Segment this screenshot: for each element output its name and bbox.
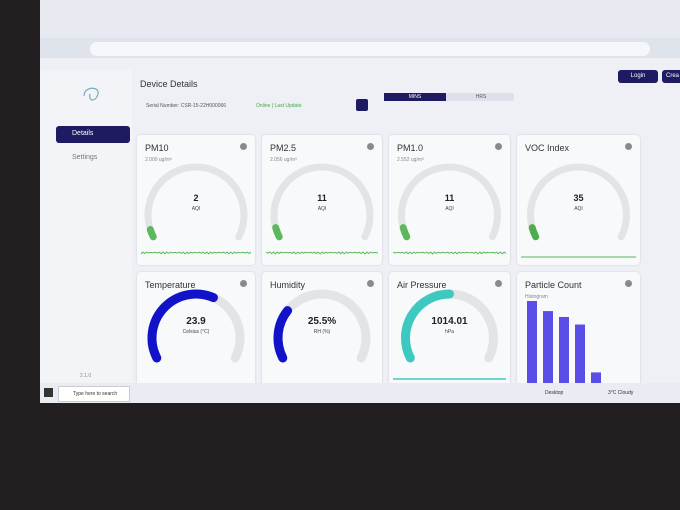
sensor-card: PM10 2.000 ug/m³ 2 AQI bbox=[137, 135, 255, 265]
gauge-unit: AQI bbox=[317, 206, 327, 212]
gauge-unit: AQI bbox=[574, 206, 583, 212]
gauge-fill bbox=[272, 224, 283, 241]
gauge-value: 11 bbox=[444, 193, 455, 203]
sensor-card: PM1.0 2.552 ug/m³ 11 AQI bbox=[389, 135, 510, 265]
gauge bbox=[265, 163, 379, 255]
nav-settings[interactable]: Settings bbox=[56, 150, 130, 167]
card-title: PM10 bbox=[145, 143, 169, 153]
toggle-option[interactable]: MINS bbox=[384, 93, 446, 101]
sensor-card: Humidity 25.5% RH (%) bbox=[262, 272, 382, 387]
gauge-fill bbox=[146, 226, 157, 241]
screen: Details Settings 2.1.0 Device Details Lo… bbox=[40, 0, 680, 403]
sidebar: Details Settings 2.1.0 bbox=[40, 70, 132, 383]
version: 2.1.0 bbox=[80, 373, 92, 379]
info-icon bbox=[367, 143, 374, 150]
logo bbox=[83, 87, 99, 101]
gauge bbox=[273, 289, 371, 363]
card-title: Humidity bbox=[270, 280, 306, 290]
card-subtitle: 2.552 ug/m³ bbox=[397, 157, 424, 163]
histogram bbox=[527, 301, 601, 385]
gauge-value: 1014.01 bbox=[431, 316, 468, 327]
refresh-button[interactable] bbox=[356, 99, 368, 111]
taskbar: Type here to search Desktop 3°C Cloudy bbox=[40, 383, 680, 403]
nav-label: Settings bbox=[72, 154, 98, 161]
histogram-card: Particle Count Histogram bbox=[517, 272, 640, 387]
gauge-unit: RH (%) bbox=[313, 329, 331, 335]
gauge-unit: AQI bbox=[445, 206, 454, 212]
gauge bbox=[392, 163, 507, 255]
histogram-bar bbox=[575, 324, 585, 385]
gauge-fill bbox=[528, 224, 540, 241]
sparkline bbox=[265, 251, 379, 255]
gauge-fill bbox=[147, 289, 218, 363]
gauge-unit: AQI bbox=[191, 206, 201, 212]
info-icon bbox=[367, 280, 374, 287]
gauge bbox=[140, 163, 252, 255]
info-icon bbox=[240, 280, 247, 287]
gauge-unit: hPa bbox=[445, 329, 454, 335]
info-icon bbox=[625, 143, 632, 150]
create-button[interactable]: Crea bbox=[662, 70, 680, 83]
bookmarks-bar bbox=[40, 58, 680, 70]
info-icon bbox=[625, 280, 632, 287]
card-title: Temperature bbox=[145, 280, 196, 290]
nav-details[interactable]: Details bbox=[56, 126, 130, 143]
gauge-track bbox=[398, 163, 501, 241]
range-toggle: MINS HRS bbox=[384, 93, 514, 101]
page-title: Device Details bbox=[140, 79, 198, 89]
weather: 3°C Cloudy bbox=[608, 390, 634, 396]
gauge-fill bbox=[273, 306, 293, 363]
card-title: Particle Count bbox=[525, 280, 582, 290]
sensor-card: VOC Index 35 AQI bbox=[517, 135, 640, 265]
histogram-bar bbox=[559, 316, 569, 385]
gauge bbox=[393, 289, 506, 380]
card-title: VOC Index bbox=[525, 143, 570, 153]
device-status: Online | Last Update bbox=[256, 103, 302, 109]
nav-label: Details bbox=[72, 130, 94, 137]
histogram-bar bbox=[591, 372, 601, 385]
sparkline bbox=[140, 251, 252, 255]
gauge-track bbox=[144, 163, 248, 241]
card-subtitle: 2.000 ug/m³ bbox=[145, 157, 172, 163]
gauge-value: 11 bbox=[317, 193, 327, 203]
gauge-value: 23.9 bbox=[186, 316, 206, 327]
desktop-label: Desktop bbox=[545, 390, 564, 396]
info-icon bbox=[495, 280, 502, 287]
gauge-fill bbox=[401, 289, 454, 363]
search-placeholder: Type here to search bbox=[73, 391, 118, 397]
card-subtitle: Histogram bbox=[525, 294, 548, 300]
gauge-track bbox=[270, 163, 374, 241]
start-button[interactable] bbox=[44, 388, 53, 397]
sensor-card: Air Pressure 1014.01 hPa bbox=[389, 272, 510, 387]
gauge-value: 2 bbox=[193, 193, 199, 203]
gauge bbox=[521, 163, 636, 258]
sparkline bbox=[392, 251, 507, 255]
gauge bbox=[147, 289, 245, 363]
address-bar[interactable] bbox=[90, 42, 650, 56]
histogram-bar bbox=[543, 311, 553, 385]
card-title: Air Pressure bbox=[397, 280, 447, 290]
serial-number: Serial Number: CSR-15-22H000066 bbox=[146, 103, 227, 109]
gauge-fill bbox=[399, 224, 411, 241]
card-title: PM1.0 bbox=[397, 143, 424, 153]
tab-strip bbox=[40, 0, 680, 38]
sensor-card: Temperature 23.9 Celsius (°C) bbox=[137, 272, 255, 387]
gauge-value: 25.5% bbox=[307, 316, 337, 327]
info-icon bbox=[240, 143, 247, 150]
sensor-card: PM2.5 2.056 ug/m³ 11 AQI bbox=[262, 135, 382, 265]
gauge-unit: Celsius (°C) bbox=[182, 329, 210, 335]
gauge-track bbox=[527, 163, 630, 241]
login-button[interactable]: Login bbox=[618, 70, 658, 83]
histogram-bar bbox=[527, 301, 537, 385]
card-title: PM2.5 bbox=[270, 143, 297, 153]
toggle-option[interactable]: HRS bbox=[475, 94, 487, 100]
search-box[interactable]: Type here to search bbox=[58, 386, 130, 402]
gauge-value: 35 bbox=[573, 193, 584, 203]
info-icon bbox=[495, 143, 502, 150]
card-subtitle: 2.056 ug/m³ bbox=[270, 157, 297, 163]
